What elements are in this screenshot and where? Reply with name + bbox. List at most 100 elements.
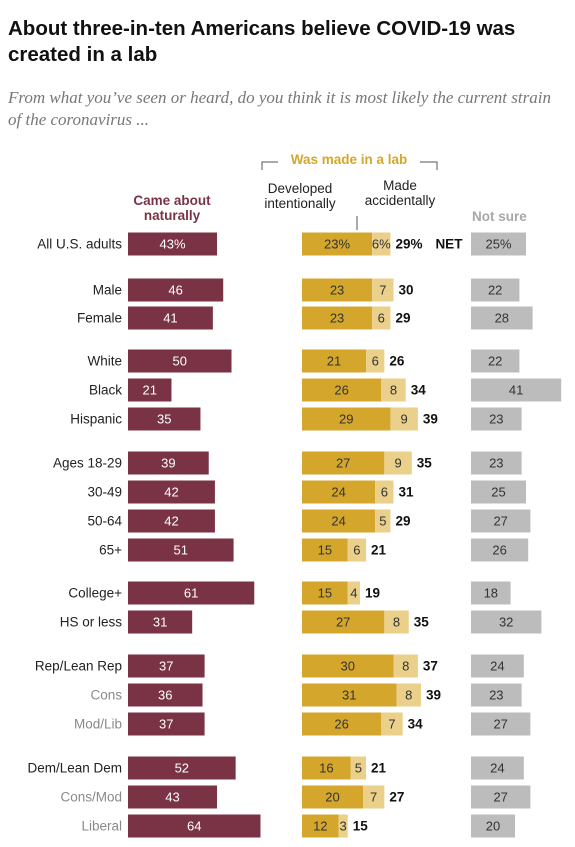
bar-accidentally	[347, 538, 367, 562]
bar-intentionally	[302, 349, 367, 373]
bar-intentionally	[302, 306, 373, 330]
bar-intentionally	[302, 378, 382, 402]
row-label: Rep/Lean Rep	[35, 659, 122, 674]
value-accidentally: 8	[402, 659, 409, 674]
value-intentionally: 12	[313, 819, 327, 834]
value-not-sure: 27	[493, 790, 507, 805]
bar-accidentally	[372, 306, 391, 330]
row-label: Cons/Mod	[60, 790, 122, 805]
bar-naturally	[128, 278, 224, 302]
bar-intentionally	[302, 581, 348, 605]
row-label: Cons	[90, 688, 122, 703]
value-net: 21	[371, 543, 387, 558]
value-net: 34	[411, 383, 427, 398]
value-not-sure: 22	[488, 354, 502, 369]
bar-not-sure	[471, 349, 520, 373]
value-net: 29	[395, 311, 410, 326]
bar-intentionally	[302, 451, 385, 475]
value-net: 27	[389, 790, 404, 805]
value-intentionally: 24	[331, 485, 345, 500]
value-net: 29	[395, 514, 410, 529]
bar-not-sure	[471, 278, 520, 302]
value-net: 39	[426, 688, 441, 703]
bar-intentionally	[302, 509, 376, 533]
value-naturally: 42	[164, 485, 178, 500]
value-naturally: 46	[168, 283, 182, 298]
value-naturally: 52	[175, 761, 189, 776]
value-net: 39	[423, 412, 438, 427]
value-naturally: 37	[159, 717, 173, 732]
value-not-sure: 25	[491, 485, 505, 500]
value-naturally: 50	[173, 354, 187, 369]
row-label: White	[87, 354, 122, 369]
value-naturally: 42	[164, 514, 178, 529]
bar-accidentally	[366, 349, 385, 373]
bar-naturally	[128, 451, 209, 475]
row-label: All U.S. adults	[37, 237, 122, 252]
bar-intentionally	[302, 814, 339, 838]
value-accidentally: 4	[350, 586, 357, 601]
row-label: HS or less	[60, 615, 123, 630]
value-accidentally: 6%	[372, 237, 391, 252]
value-naturally: 51	[174, 543, 188, 558]
bar-intentionally	[302, 278, 373, 302]
row-label: Dem/Lean Dem	[27, 761, 122, 776]
value-accidentally: 6	[353, 543, 360, 558]
value-net: 35	[417, 456, 433, 471]
bar-not-sure	[471, 509, 531, 533]
value-naturally: 35	[157, 412, 171, 427]
value-intentionally: 27	[336, 615, 350, 630]
bar-intentionally	[302, 232, 373, 256]
value-intentionally: 21	[327, 354, 341, 369]
bar-not-sure	[471, 654, 524, 678]
bracket-left	[261, 161, 278, 170]
value-accidentally: 5	[355, 761, 362, 776]
value-net: 21	[371, 761, 387, 776]
header-accidentally-line: accidentally	[365, 193, 436, 208]
value-accidentally: 7	[370, 790, 377, 805]
bar-naturally	[128, 232, 218, 256]
bar-not-sure	[471, 538, 529, 562]
value-accidentally: 7	[379, 283, 386, 298]
value-naturally: 41	[163, 311, 177, 326]
value-intentionally: 16	[319, 761, 333, 776]
value-not-sure: 18	[484, 586, 498, 601]
bar-naturally	[128, 349, 232, 373]
value-naturally: 64	[187, 819, 201, 834]
value-naturally: 36	[158, 688, 172, 703]
value-net: 29%	[395, 237, 422, 252]
value-net: 15	[353, 819, 369, 834]
value-net: 37	[423, 659, 438, 674]
header-accidentally-line: Made	[383, 178, 417, 193]
value-accidentally: 9	[394, 456, 401, 471]
bar-not-sure	[471, 683, 522, 707]
bar-naturally	[128, 756, 236, 780]
value-not-sure: 20	[486, 819, 500, 834]
row-label: 30-49	[87, 485, 122, 500]
value-accidentally: 8	[393, 615, 400, 630]
value-naturally: 21	[143, 383, 157, 398]
header-naturally-line: naturally	[144, 208, 201, 223]
bar-accidentally	[384, 610, 409, 634]
row-label: College+	[68, 586, 122, 601]
value-intentionally: 24	[331, 514, 345, 529]
value-accidentally: 3	[340, 819, 347, 834]
row-label: Black	[89, 383, 122, 398]
bar-accidentally	[381, 378, 406, 402]
row-label: Hispanic	[70, 412, 122, 427]
bar-intentionally	[302, 538, 348, 562]
bar-not-sure	[471, 610, 542, 634]
bar-accidentally	[350, 756, 367, 780]
bar-accidentally	[372, 278, 394, 302]
value-not-sure: 24	[490, 659, 504, 674]
bar-accidentally	[372, 232, 391, 256]
value-accidentally: 7	[388, 717, 395, 732]
bar-not-sure	[471, 480, 526, 504]
value-intentionally: 26	[334, 383, 348, 398]
row-label: 65+	[99, 543, 122, 558]
bar-not-sure	[471, 306, 533, 330]
bar-intentionally	[302, 407, 391, 431]
row-label: Mod/Lib	[74, 717, 122, 732]
value-accidentally: 8	[390, 383, 397, 398]
